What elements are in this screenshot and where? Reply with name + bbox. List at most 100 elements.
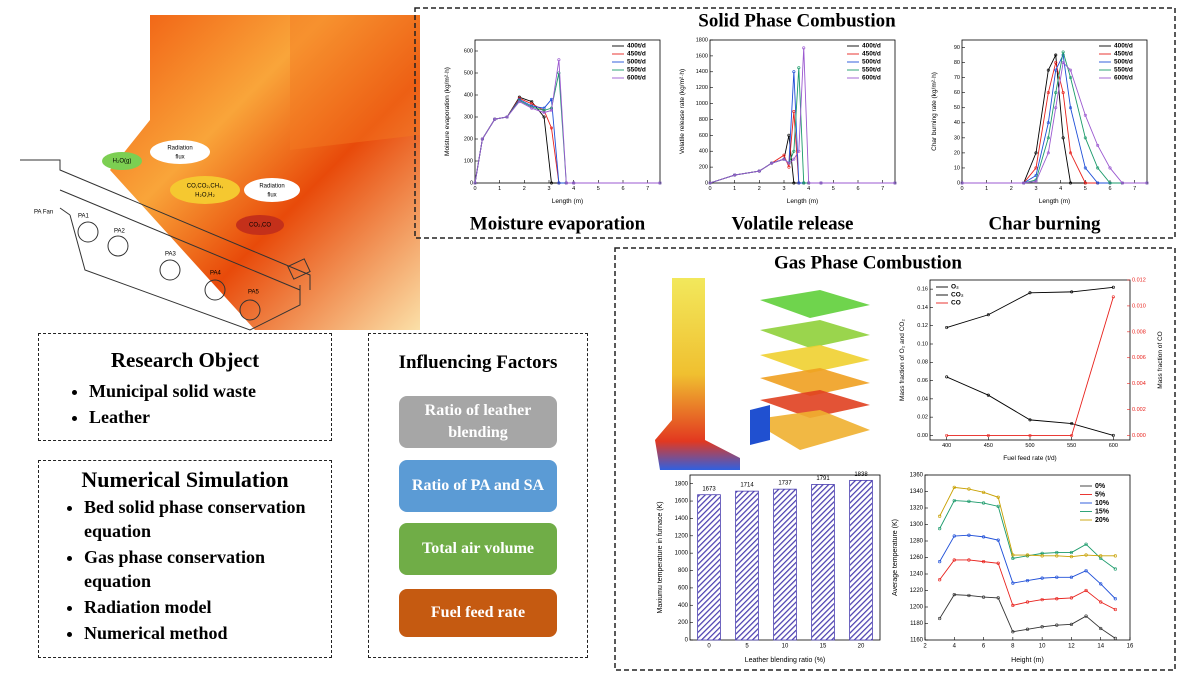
y-tick-label: 1800 (696, 37, 708, 43)
list: Municipal solid waste Leather (39, 379, 331, 429)
y-tick-label: 20 (954, 150, 960, 156)
y2-tick-label: 0.006 (1132, 355, 1146, 361)
point (1011, 630, 1015, 634)
y-tick-label: 1800 (675, 481, 689, 487)
point (1099, 626, 1103, 631)
x-tick-label: 4 (953, 644, 957, 650)
point (1084, 588, 1088, 593)
point (557, 58, 561, 62)
y-tick-label: 1240 (910, 572, 924, 578)
section-title: Solid Phase Combustion (698, 10, 896, 31)
point (1069, 555, 1074, 559)
point (1061, 61, 1065, 65)
legend-label: 15% (1095, 508, 1110, 515)
point (1046, 136, 1050, 140)
value-label: 1737 (778, 481, 792, 487)
point (1069, 106, 1073, 110)
series-line (962, 61, 1147, 184)
cloud-label: flux (267, 193, 276, 199)
legend-label: 500t/d (862, 59, 881, 66)
legend-label: 450t/d (1114, 51, 1133, 58)
point (967, 487, 971, 491)
x-tick-label: 4 (807, 186, 810, 192)
point (493, 117, 497, 121)
flame-shade (290, 15, 420, 150)
point (1084, 542, 1088, 546)
y-tick-label: 800 (678, 568, 689, 574)
point (1040, 625, 1044, 629)
point (1113, 554, 1117, 558)
legend-label: 400t/d (1114, 43, 1133, 50)
x-tick-label: 8 (1011, 644, 1015, 650)
point (572, 181, 576, 185)
x-tick-label: 4 (572, 186, 575, 192)
x-tick-label: 3 (782, 186, 785, 192)
point (1069, 181, 1073, 185)
point (1108, 181, 1112, 185)
point (1046, 121, 1050, 125)
value-label: 1714 (740, 483, 754, 489)
legend-label: 450t/d (862, 51, 881, 58)
point (1054, 68, 1058, 72)
y-tick-label: 100 (464, 158, 473, 164)
x-tick-label: 10 (782, 644, 789, 650)
series-line (939, 486, 1116, 558)
y-tick-label: 1000 (675, 551, 689, 557)
y-tick-label: 1360 (910, 473, 924, 479)
point (938, 526, 942, 531)
y-tick-label: 500 (464, 70, 473, 76)
value-label: 1838 (854, 472, 868, 478)
point (938, 578, 942, 582)
x-tick-label: 5 (832, 186, 835, 192)
y2-tick-label: 0.012 (1132, 277, 1146, 283)
x-tick-label: 12 (1068, 644, 1075, 650)
legend-label: 20% (1095, 517, 1110, 524)
grate-line (59, 189, 301, 291)
x-tick-label: 500 (1025, 443, 1034, 449)
y-tick-label: 1200 (675, 533, 689, 539)
point (986, 433, 990, 437)
point (1054, 53, 1058, 57)
point (542, 115, 546, 119)
y-tick-label: 400 (678, 603, 689, 609)
point (797, 149, 801, 153)
x-tick-label: 6 (1108, 186, 1111, 192)
point (480, 137, 484, 141)
x-tick-label: 10 (1039, 644, 1046, 650)
y-axis-label: Char burning rate (kg/m²·h) (931, 72, 938, 151)
point (1084, 569, 1088, 573)
x-axis-label: Length (m) (787, 198, 818, 205)
x-tick-label: 0 (708, 186, 711, 192)
y2-tick-label: 0.002 (1132, 407, 1146, 413)
y-axis-label: Volatile release rate (kg/m²·h) (679, 69, 686, 154)
y-tick-label: 200 (464, 136, 473, 142)
point (1025, 553, 1030, 557)
x-tick-label: 2 (1010, 186, 1013, 192)
point (996, 504, 1000, 508)
x-axis-label: Length (m) (1039, 198, 1070, 205)
series-line (709, 67, 895, 184)
list-item: Radiation model (84, 595, 331, 619)
point (1061, 136, 1065, 140)
y-axis-label: Maxiumu temperature in furnace (K) (657, 501, 664, 613)
x-tick-label: 6 (856, 186, 859, 192)
y-tick-label: 600 (678, 585, 689, 591)
series-line (946, 286, 1114, 328)
pa-fan (239, 299, 261, 321)
x-tick-label: 14 (1097, 644, 1104, 650)
point (557, 181, 561, 185)
x-tick-label: 600 (1109, 443, 1118, 449)
point (981, 501, 986, 505)
research-box: Research Object Municipal solid waste Le… (38, 333, 332, 441)
y-tick-label: 0 (685, 638, 689, 644)
series-line (474, 96, 660, 184)
point (1040, 576, 1044, 580)
legend-label: 600t/d (862, 75, 881, 82)
y-tick-label: 0.14 (917, 305, 928, 311)
flame (110, 15, 420, 330)
plot-frame (961, 39, 1148, 184)
point (549, 126, 553, 130)
point (1096, 181, 1100, 185)
y-tick-label: 0.04 (917, 396, 928, 402)
box-title: Numerical Simulation (81, 467, 289, 492)
